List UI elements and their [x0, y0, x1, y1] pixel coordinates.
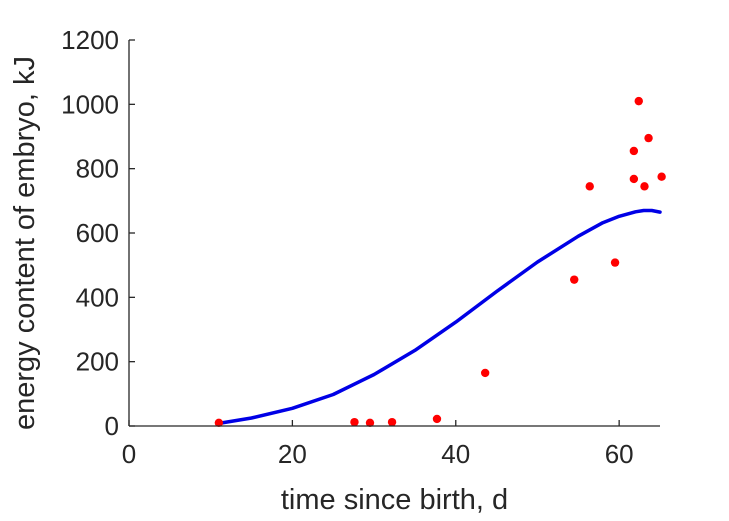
y-tick-label: 800 — [76, 154, 119, 184]
data-point — [644, 133, 653, 143]
data-point — [629, 174, 639, 184]
data-point — [387, 417, 397, 427]
y-tick-label: 1000 — [61, 89, 119, 119]
data-point — [365, 418, 375, 427]
x-tick-label: 0 — [122, 439, 136, 469]
model-fit-line — [217, 208, 662, 426]
y-tick-label: 200 — [76, 347, 119, 377]
x-axis-ticks: 0 20 40 60 — [122, 420, 634, 469]
data-point — [634, 96, 643, 106]
data-point — [214, 418, 224, 427]
data-point — [350, 417, 359, 427]
y-tick-label: 600 — [76, 218, 119, 248]
data-point — [657, 172, 666, 181]
x-tick-label: 60 — [605, 439, 634, 469]
x-axis-label: time since birth, d — [281, 484, 508, 516]
y-tick-label: 0 — [105, 411, 119, 441]
data-point — [610, 258, 620, 267]
y-axis-label: energy content of embryo, kJ — [9, 56, 41, 430]
x-tick-label: 20 — [278, 439, 307, 469]
y-axis-ticks: 0 200 400 600 800 1000 1200 — [61, 25, 135, 441]
data-point — [570, 275, 579, 284]
y-tick-label: 400 — [76, 282, 119, 312]
x-tick-label: 40 — [441, 439, 470, 469]
data-point — [480, 368, 490, 378]
data-point — [585, 182, 594, 191]
plot-series — [214, 96, 666, 427]
data-point — [629, 146, 639, 156]
data-point — [640, 182, 649, 191]
data-point — [432, 414, 442, 424]
y-tick-label: 1200 — [61, 25, 119, 55]
